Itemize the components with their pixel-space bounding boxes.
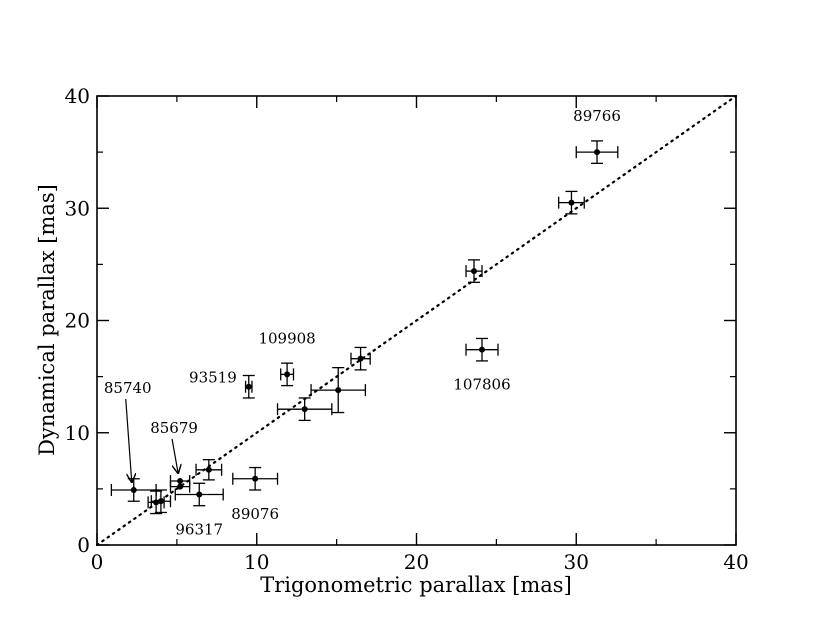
x-tick-label: 40 — [723, 550, 748, 574]
point-marker — [196, 491, 203, 498]
data-point-9 — [242, 374, 255, 399]
point-marker — [252, 475, 259, 482]
data-point-2 — [147, 490, 165, 515]
point-marker — [471, 268, 478, 275]
data-point-15 — [465, 337, 499, 362]
annotation-label-89076: 89076 — [231, 505, 279, 523]
point-marker — [478, 346, 485, 353]
point-marker — [301, 406, 308, 413]
point-marker — [245, 383, 252, 390]
y-axis-title: Dynamical parallax [mas] — [35, 184, 59, 456]
data-point-17 — [575, 140, 619, 165]
data-point-16 — [558, 190, 585, 215]
reference-line-y-equals-x — [95, 94, 738, 547]
point-marker — [335, 387, 342, 394]
annotation-label-109908: 109908 — [258, 329, 315, 347]
data-point-14 — [465, 259, 483, 283]
x-tick-label: 20 — [404, 550, 429, 574]
point-marker — [594, 149, 601, 156]
x-tick-label: 10 — [244, 550, 269, 574]
data-point-13 — [350, 346, 371, 371]
y-tick-label: 40 — [65, 84, 90, 108]
point-marker — [284, 371, 291, 378]
point-marker — [157, 498, 164, 505]
data-point-5 — [169, 480, 191, 493]
data-point-6 — [174, 482, 224, 507]
point-marker — [568, 199, 575, 206]
point-marker — [205, 466, 212, 473]
data-point-8 — [232, 466, 279, 491]
annotation-label-93519: 93519 — [189, 369, 237, 387]
point-marker — [130, 486, 137, 493]
y-tick-label: 0 — [77, 533, 90, 557]
data-point-1 — [110, 478, 157, 502]
annotation-arrow-85679 — [171, 438, 178, 473]
data-point-10 — [280, 362, 295, 387]
annotation-label-85740: 85740 — [104, 379, 152, 397]
y-tick-label: 20 — [65, 309, 90, 333]
annotation-arrow-85740 — [125, 398, 132, 482]
x-tick-label: 30 — [564, 550, 589, 574]
annotation-label-89766: 89766 — [573, 107, 621, 125]
x-axis-title: Trigonometric parallax [mas] — [260, 573, 572, 597]
y-tick-label: 30 — [65, 196, 90, 220]
x-tick-label: 0 — [91, 550, 104, 574]
data-point-3 — [150, 489, 172, 514]
annotation-label-85679: 85679 — [150, 419, 198, 437]
data-point-12 — [310, 366, 367, 414]
data-point-11 — [276, 397, 333, 422]
y-tick-label: 10 — [65, 421, 90, 445]
data-point-7 — [195, 459, 223, 481]
point-marker — [177, 478, 184, 485]
annotation-label-107806: 107806 — [453, 376, 510, 394]
point-marker — [357, 355, 364, 362]
point-marker — [177, 483, 184, 490]
annotation-label-96317: 96317 — [175, 520, 223, 538]
